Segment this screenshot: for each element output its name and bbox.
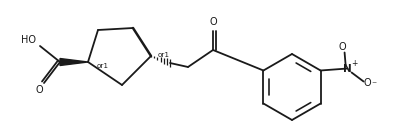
Text: ⁻: ⁻ — [371, 81, 376, 91]
Text: HO: HO — [20, 35, 36, 45]
Text: N: N — [343, 64, 352, 73]
Text: O: O — [364, 78, 371, 88]
Text: or1: or1 — [97, 63, 109, 69]
Polygon shape — [60, 58, 88, 65]
Text: +: + — [352, 59, 358, 68]
Text: O: O — [35, 85, 43, 95]
Text: or1: or1 — [158, 52, 170, 58]
Text: O: O — [339, 42, 346, 52]
Text: O: O — [209, 17, 217, 27]
